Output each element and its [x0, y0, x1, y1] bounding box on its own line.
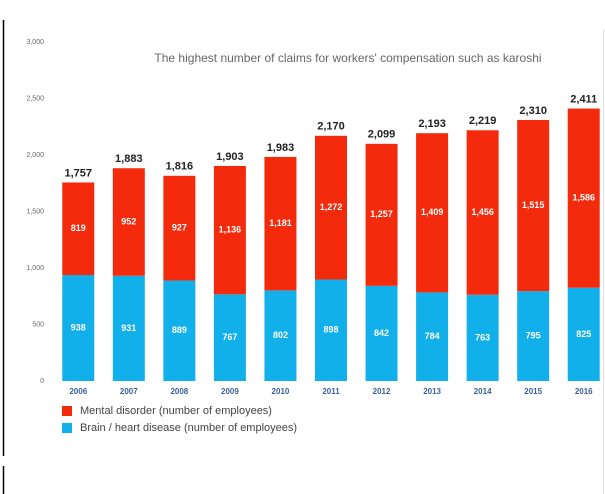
bar-segment	[163, 280, 196, 381]
bar-segment	[466, 130, 499, 295]
value-label: 795	[526, 330, 541, 340]
bar-segment	[517, 119, 550, 292]
bar-segment	[213, 294, 246, 381]
value-label: 1,515	[522, 200, 545, 210]
value-label: 1,409	[421, 207, 444, 217]
value-label: 1,272	[320, 202, 343, 212]
y-tick-label: 3,000	[26, 39, 44, 46]
x-tick-label: 2014	[474, 387, 492, 396]
total-label: 2,310	[519, 105, 547, 117]
x-tick-label: 2015	[524, 387, 542, 396]
value-label: 802	[273, 330, 288, 340]
total-label: 2,411	[570, 93, 597, 105]
legend-swatch	[62, 423, 72, 433]
bar-segment	[416, 292, 449, 381]
bar-segment	[567, 108, 600, 288]
bar-segment	[365, 143, 398, 286]
bar-segment	[264, 290, 297, 381]
bar-segment	[213, 165, 246, 295]
bar-segment	[62, 275, 95, 381]
value-label: 898	[323, 325, 338, 335]
value-label: 825	[576, 329, 591, 339]
value-label: 767	[222, 332, 237, 342]
value-label: 1,136	[219, 225, 242, 235]
chart-title: The highest number of claims for workers…	[154, 51, 541, 65]
bar-segment	[466, 294, 499, 381]
bar-segment	[264, 156, 297, 291]
bar-segment	[62, 182, 95, 276]
value-label: 842	[374, 328, 389, 338]
x-tick-label: 2011	[322, 387, 340, 396]
y-tick-label: 2,500	[26, 95, 44, 102]
value-label: 763	[475, 332, 490, 342]
y-tick-label: 1,500	[26, 208, 44, 215]
bar-segment	[112, 275, 145, 381]
y-tick-label: 500	[32, 321, 44, 328]
x-tick-label: 2012	[373, 387, 391, 396]
total-label: 1,983	[267, 142, 295, 154]
total-label: 2,099	[368, 129, 396, 141]
x-tick-label: 2013	[423, 387, 441, 396]
y-tick-label: 1,000	[26, 265, 44, 272]
x-tick-label: 2016	[575, 387, 593, 396]
value-label: 1,586	[572, 193, 595, 203]
bar-segment	[163, 175, 196, 281]
legend-swatch	[62, 406, 72, 416]
value-label: 784	[425, 331, 440, 341]
bar-segment	[416, 133, 449, 293]
bar-segment	[315, 135, 347, 280]
value-label: 927	[172, 223, 187, 233]
value-label: 931	[121, 323, 136, 333]
total-label: 1,883	[115, 153, 143, 165]
y-tick-label: 2,000	[26, 152, 44, 159]
y-tick-label: 0	[40, 378, 44, 385]
value-label: 1,181	[269, 218, 292, 228]
value-label: 1,456	[471, 207, 494, 217]
bar-segment	[365, 285, 398, 381]
value-label: 952	[121, 216, 136, 226]
bar-segment	[315, 279, 347, 381]
x-tick-label: 2010	[272, 387, 290, 396]
x-tick-label: 2009	[221, 387, 239, 396]
legend-label: Brain / heart disease (number of employe…	[80, 422, 297, 434]
bar-segment	[112, 168, 145, 276]
x-tick-label: 2008	[170, 387, 188, 396]
bar-segment	[517, 291, 550, 381]
total-label: 2,170	[317, 121, 345, 133]
total-label: 2,219	[469, 115, 497, 127]
value-label: 889	[172, 325, 187, 335]
value-label: 1,257	[370, 209, 393, 219]
bar-segment	[567, 287, 600, 381]
x-tick-label: 2006	[69, 387, 87, 396]
legend-label: Mental disorder (number of employees)	[80, 405, 272, 417]
total-label: 1,816	[166, 161, 194, 173]
total-label: 1,903	[216, 151, 244, 163]
value-label: 938	[71, 322, 86, 332]
x-tick-label: 2007	[120, 387, 138, 396]
total-label: 1,757	[65, 167, 93, 179]
total-label: 2,193	[418, 118, 446, 130]
value-label: 819	[71, 223, 86, 233]
